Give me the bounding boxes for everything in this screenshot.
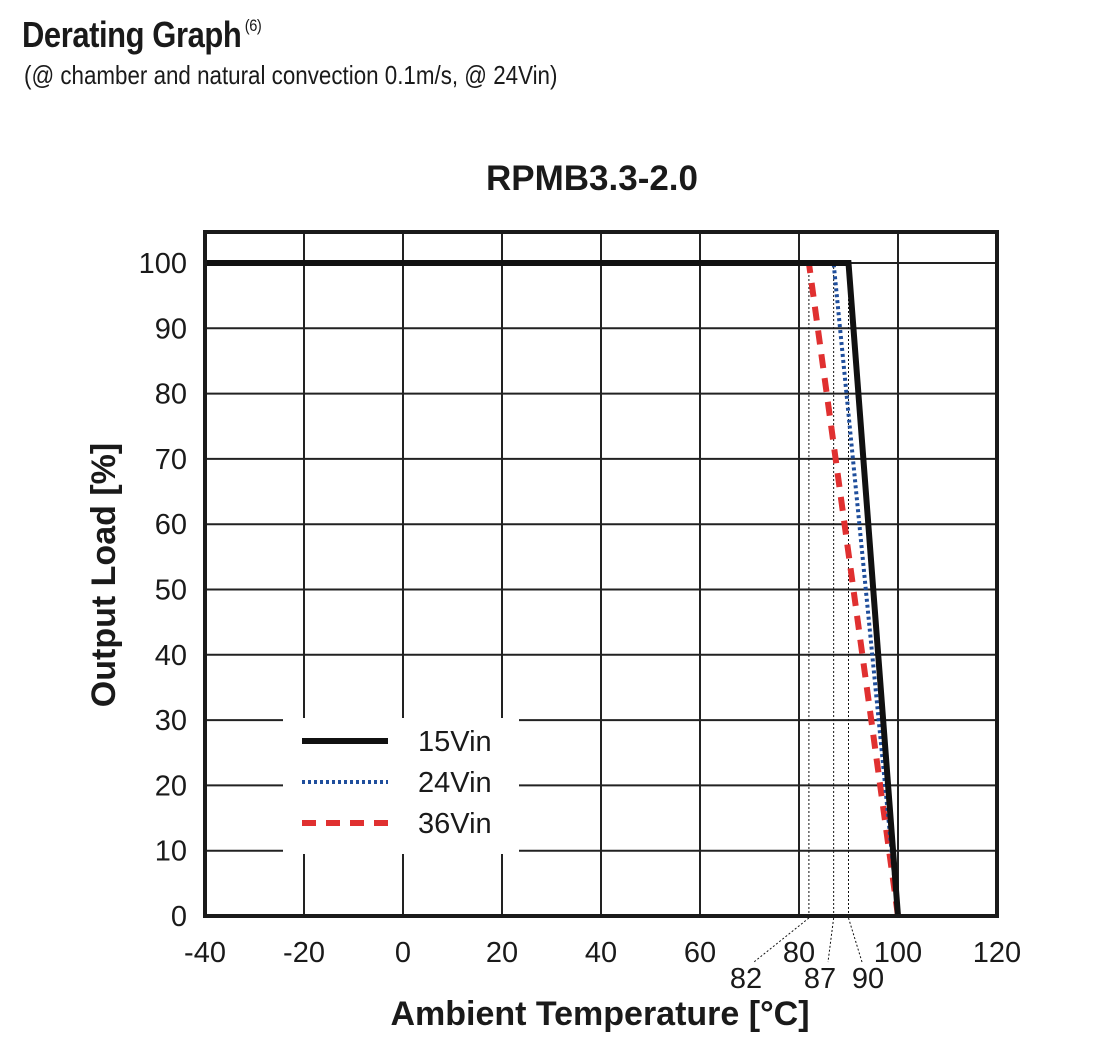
leader-line-90 [848,917,863,963]
page-title-text: Derating Graph [22,14,242,55]
x-tick-label: 40 [585,937,617,969]
x-tick-label: -40 [184,937,226,969]
title-footnote-ref: (6) [244,16,262,35]
y-tick-label: 0 [171,901,187,933]
legend-label-15vin: 15Vin [418,726,492,758]
y-tick-label: 10 [155,836,187,868]
annotations: 82 87 90 [730,917,884,995]
y-tick-label: 40 [155,640,187,672]
y-tick-label: 80 [155,379,187,411]
x-axis-label: Ambient Temperature [°C] [390,995,809,1033]
y-tick-label: 90 [155,313,187,345]
y-tick-label: 100 [139,248,187,280]
y-tick-label: 70 [155,444,187,476]
legend: 15Vin 24Vin 36Vin [283,718,519,854]
annotation-label-82: 82 [730,963,762,995]
chart-title: RPMB3.3-2.0 [486,159,698,198]
x-tick-label: 120 [973,937,1021,969]
plot-frame [203,230,999,918]
page-subtitle: (@ chamber and natural convection 0.1m/s… [24,60,558,90]
guide-lines [808,263,849,916]
series-line-15vin [205,260,901,917]
x-tick-label: 20 [486,937,518,969]
y-tick-label: 50 [155,575,187,607]
page-title: Derating Graph (6) [22,14,262,56]
tick-labels: -40 -20 0 20 40 60 80 100 120 0 10 20 30 40 50 60 70 80 90… [139,248,1022,969]
y-tick-label: 60 [155,509,187,541]
series-lines [205,260,901,917]
annotation-label-90: 90 [852,963,884,995]
legend-label-36vin: 36Vin [418,808,492,840]
x-tick-label: 100 [874,937,922,969]
x-tick-label: 80 [783,937,815,969]
x-tick-label: 60 [684,937,716,969]
y-tick-label: 30 [155,705,187,737]
legend-label-24vin: 24Vin [418,767,492,799]
x-tick-label: 0 [395,937,411,969]
y-axis-label: Output Load [%] [85,443,123,707]
annotation-label-87: 87 [804,963,836,995]
leader-line-87 [827,917,835,963]
y-tick-label: 20 [155,770,187,802]
x-tick-label: -20 [283,937,325,969]
